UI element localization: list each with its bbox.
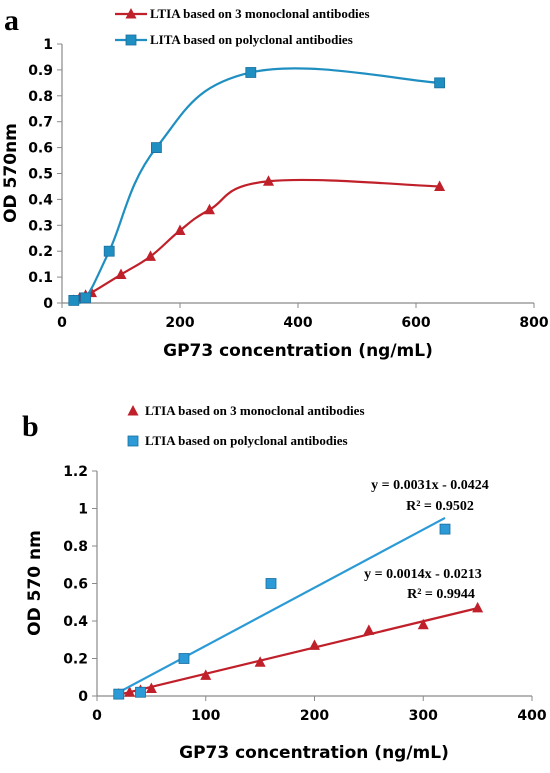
- series-monoclonal: y = 0.0014x - 0.0213 R² = 0.9944: [113, 567, 484, 699]
- data-point: [200, 669, 212, 680]
- data-point: [309, 639, 320, 650]
- data-point: [145, 250, 156, 261]
- data-point: [439, 523, 451, 535]
- legend-marker: [127, 435, 139, 447]
- series-polyclonal: [68, 67, 446, 306]
- y-tick-label: 0: [78, 689, 88, 705]
- data-point: [135, 686, 146, 698]
- legend-marker: [125, 34, 137, 46]
- x-tick-label: 300: [409, 708, 438, 724]
- x-tick-label: 800: [519, 315, 548, 331]
- legend-marker: [125, 8, 137, 19]
- data-point: [434, 180, 446, 191]
- x-axis-title: GP73 concentration (ng/mL): [163, 341, 433, 361]
- panel-label: a: [4, 4, 19, 37]
- legend-marker: [127, 405, 139, 416]
- series-polyclonal: y = 0.0031x - 0.0424 R² = 0.9502: [113, 478, 489, 700]
- x-tick-label: 400: [283, 315, 312, 331]
- panel-label: b: [22, 410, 39, 443]
- legend-item: LTIA based on 3 monoclonal antibodies: [115, 6, 370, 21]
- trendline-r2: R² = 0.9944: [407, 587, 475, 602]
- y-tick-label: 0: [43, 296, 53, 312]
- y-tick-label: 0.4: [63, 614, 88, 630]
- series-monoclonal: [68, 175, 446, 305]
- y-tick-label: 0.6: [63, 577, 88, 593]
- data-point: [472, 601, 484, 613]
- y-axis-title: OD 570nm: [1, 123, 21, 223]
- y-tick-label: 1.2: [63, 464, 88, 480]
- y-tick-label: 0.9: [28, 63, 53, 79]
- y-tick-label: 0.8: [28, 89, 53, 105]
- trendline-equation: y = 0.0014x - 0.0213: [364, 567, 482, 582]
- trendline-r2: R² = 0.9502: [406, 499, 474, 514]
- data-point: [434, 77, 446, 89]
- y-axis-title: OD 570 nm: [25, 530, 45, 636]
- y-tick-label: 0.7: [28, 115, 53, 131]
- data-point: [113, 688, 125, 700]
- y-tick-label: 1: [43, 37, 53, 53]
- y-tick-label: 1: [78, 502, 88, 518]
- data-point: [124, 686, 136, 697]
- y-tick-label: 0.1: [28, 270, 53, 286]
- x-tick-label: 200: [300, 708, 329, 724]
- y-tick-label: 0.2: [28, 244, 53, 260]
- legend-item: LTIA based on polyclonal antibodies: [127, 433, 348, 448]
- data-point: [417, 618, 429, 630]
- legend-item: LTIA based on 3 monoclonal antibodies: [127, 403, 365, 418]
- chart-panel-b: b 0 0.2 0.4 0.6 0.8 1 1.2 0 100 200 300 400 GP73 conc…: [22, 403, 547, 763]
- legend-label: LTIA based on polyclonal antibodies: [145, 433, 348, 448]
- data-point: [68, 295, 80, 306]
- x-tick-label: 0: [92, 708, 102, 724]
- y-tick-label: 0.5: [28, 167, 53, 183]
- chart-panel-a: a 0 0.1 0.2 0.3 0.4 0.5 0.6 0.7 0.8 0.9 1 0 200 400 600…: [1, 4, 549, 361]
- x-tick-label: 100: [191, 708, 220, 724]
- data-point: [174, 224, 186, 235]
- data-point: [80, 292, 91, 304]
- x-tick-label: 400: [517, 708, 546, 724]
- trendline-equation: y = 0.0031x - 0.0424: [371, 478, 489, 493]
- series-line: [73, 67, 440, 304]
- trendline: [118, 607, 478, 696]
- y-tick-label: 0.2: [63, 652, 88, 668]
- y-tick-label: 0.3: [28, 218, 53, 234]
- data-point: [178, 653, 190, 664]
- data-point: [150, 142, 162, 154]
- x-tick-label: 0: [57, 315, 67, 331]
- legend-label: LITA based on polyclonal antibodies: [150, 32, 353, 47]
- trendline: [118, 516, 446, 694]
- data-point: [363, 624, 375, 635]
- legend-label: LTIA based on 3 monoclonal antibodies: [150, 6, 370, 21]
- y-tick-label: 0.4: [28, 192, 53, 208]
- data-point: [245, 67, 257, 78]
- data-point: [115, 268, 127, 280]
- data-point: [265, 578, 277, 589]
- x-tick-label: 600: [401, 315, 430, 331]
- x-axis-title: GP73 concentration (ng/mL): [179, 743, 449, 763]
- legend-item: LITA based on polyclonal antibodies: [115, 32, 353, 47]
- y-tick-label: 0.6: [28, 141, 53, 157]
- legend-label: LTIA based on 3 monoclonal antibodies: [145, 403, 365, 418]
- x-tick-label: 200: [165, 315, 194, 331]
- data-point: [103, 245, 115, 257]
- data-point: [263, 175, 274, 186]
- data-point: [145, 682, 157, 693]
- y-tick-label: 0.8: [63, 539, 88, 555]
- data-point: [254, 656, 266, 667]
- data-point: [204, 203, 215, 215]
